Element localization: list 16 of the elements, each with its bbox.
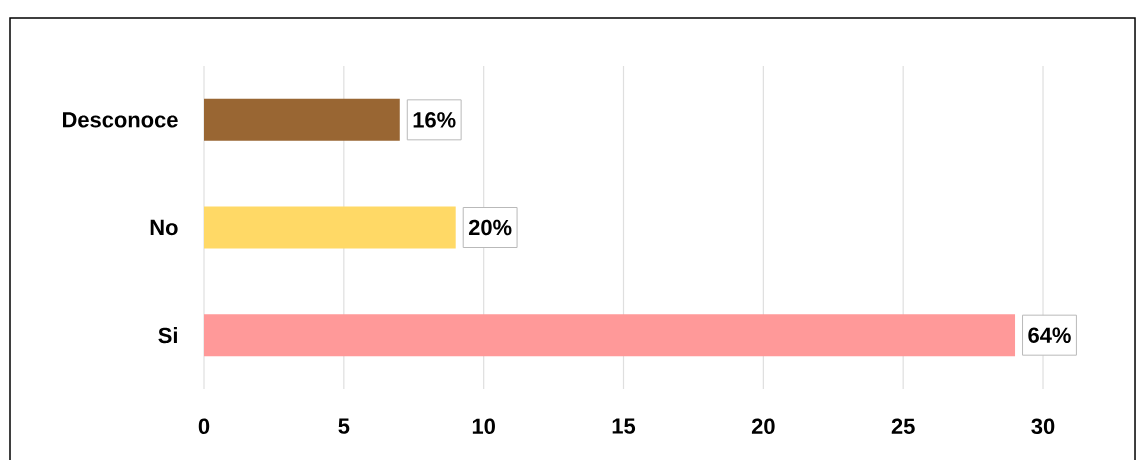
bar (204, 98, 400, 141)
bar (204, 314, 1016, 357)
bar (204, 206, 456, 249)
y-tick-label: Desconoce (63, 112, 178, 128)
x-tick-label: 0 (198, 418, 210, 435)
y-tick-label: No (150, 219, 178, 236)
x-tick-label: 5 (338, 418, 350, 434)
annotation: 20% (468, 219, 512, 236)
x-tick-label: 20 (751, 418, 775, 435)
y-tick-label: Si (158, 327, 177, 344)
x-tick-label: 30 (1031, 418, 1055, 435)
x-tick-label: 10 (472, 418, 495, 435)
x-tick-label: 25 (891, 418, 915, 435)
x-tick-label: 15 (612, 418, 636, 434)
annotation: 16% (413, 112, 456, 128)
annotation: 64% (1028, 327, 1071, 343)
